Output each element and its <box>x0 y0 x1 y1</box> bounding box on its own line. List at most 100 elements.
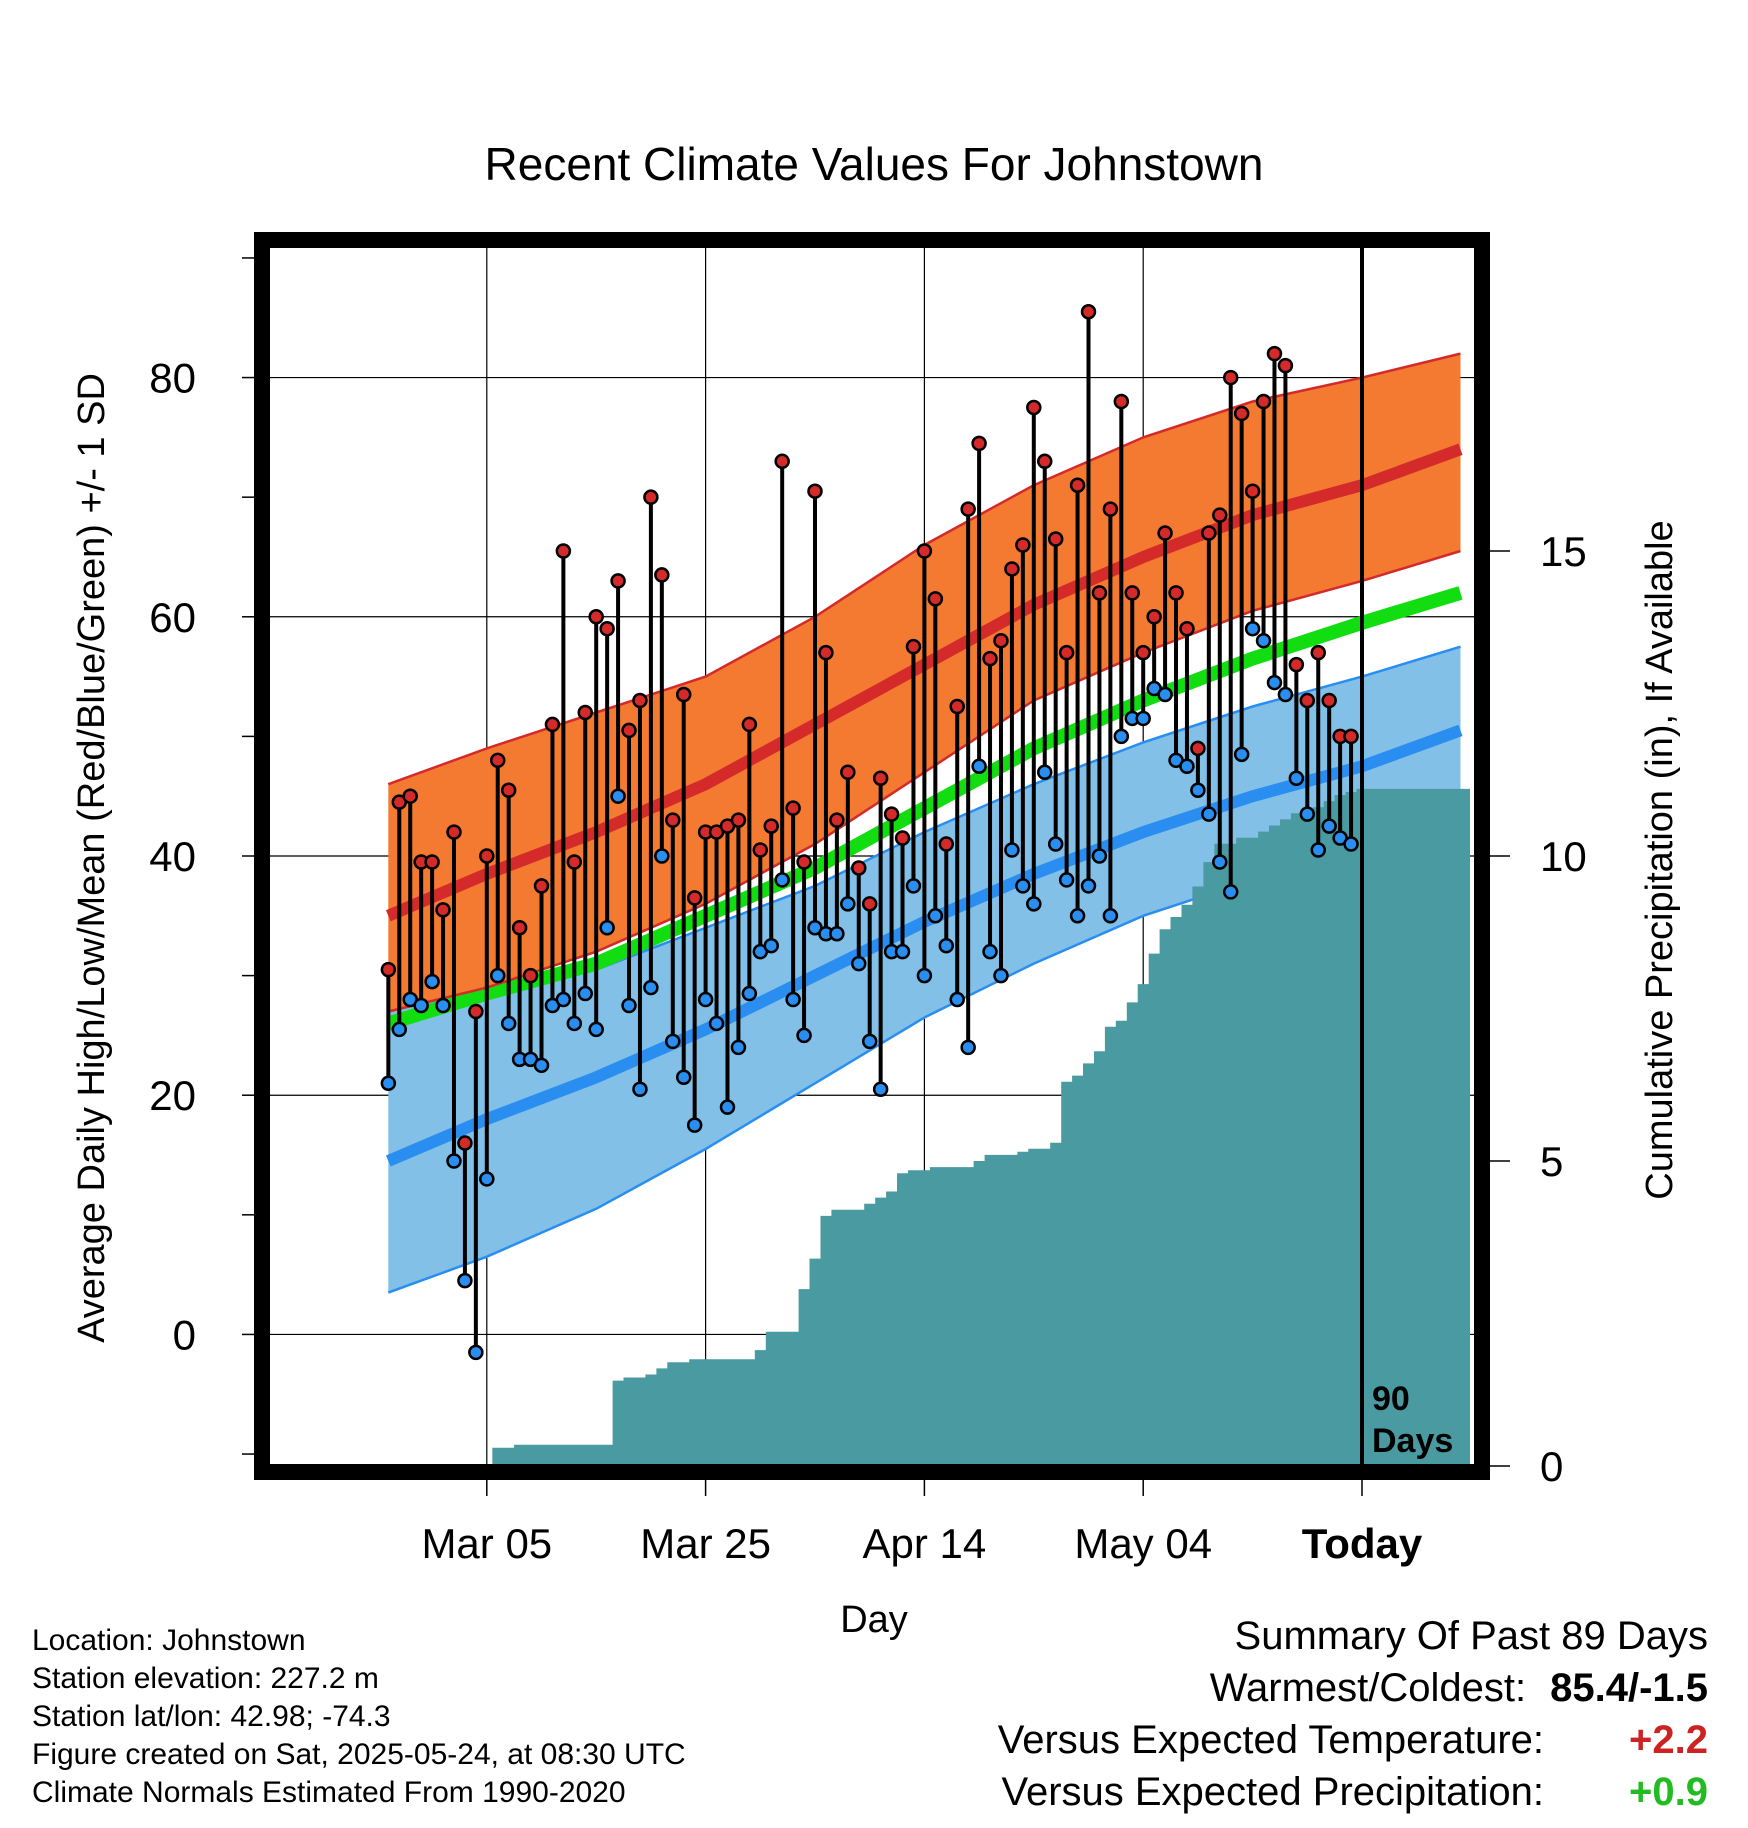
y2-axis-label: Cumulative Precipitation (in), If Availa… <box>1639 520 1681 1199</box>
high-point <box>807 483 823 499</box>
low-point <box>1310 842 1326 858</box>
high-point <box>621 722 637 739</box>
x-tick-label: May 04 <box>1074 1520 1212 1567</box>
low-point <box>665 1033 681 1050</box>
low-point <box>960 1039 976 1056</box>
low-point <box>1255 632 1272 649</box>
high-point <box>1179 620 1195 637</box>
high-point <box>1102 501 1119 517</box>
high-point <box>905 638 922 655</box>
high-point <box>1233 405 1250 422</box>
low-point <box>872 1081 889 1097</box>
high-point <box>1091 585 1108 601</box>
low-point <box>380 1075 397 1092</box>
high-point <box>1321 692 1337 709</box>
y-tick-label: 0 <box>173 1311 196 1358</box>
low-point <box>413 997 429 1014</box>
y2-tick-label: 5 <box>1540 1138 1563 1185</box>
x-tick-label: Mar 05 <box>421 1520 552 1567</box>
precip-value: +0.9 <box>1629 1770 1708 1814</box>
high-point <box>1135 644 1151 661</box>
low-point <box>708 1015 725 1032</box>
x-axis-ticks: Mar 05 Mar 25 Apr 14 May 04 Today <box>421 1478 1423 1567</box>
low-point <box>741 985 758 1002</box>
low-point <box>577 985 594 1002</box>
high-point <box>632 692 648 709</box>
daily-points <box>380 304 1359 1361</box>
daily-range-stems <box>386 311 1354 1353</box>
low-point <box>588 1021 604 1038</box>
high-point <box>774 453 790 470</box>
high-point <box>380 961 397 978</box>
low-point <box>1288 770 1305 787</box>
high-point <box>1080 304 1097 320</box>
low-point <box>1113 728 1130 745</box>
high-point <box>894 830 911 846</box>
low-point <box>1102 908 1119 924</box>
low-point <box>1036 764 1053 781</box>
high-point <box>785 800 801 816</box>
high-point <box>435 902 451 918</box>
high-point <box>533 878 550 894</box>
low-point <box>927 908 944 924</box>
high-point <box>1266 345 1283 362</box>
high-point <box>1244 483 1261 499</box>
high-point <box>665 812 681 828</box>
low-point <box>796 1027 812 1044</box>
low-point <box>468 1344 484 1361</box>
y-axis-ticks: 0 20 40 60 80 <box>149 257 254 1455</box>
high-point <box>1190 740 1206 757</box>
high-point <box>949 698 965 715</box>
low-point <box>686 1117 703 1133</box>
low-point <box>1004 842 1020 858</box>
summary-heading: Summary Of Past 89 Days <box>1234 1614 1708 1658</box>
low-point <box>993 967 1009 984</box>
info-elevation: Station elevation: 227.2 m <box>32 1662 379 1695</box>
high-point <box>1201 525 1217 541</box>
cumulative-precip-area <box>382 788 1470 1466</box>
high-point <box>511 920 528 936</box>
low-point <box>971 758 987 775</box>
high-point <box>654 567 670 583</box>
y-axis-label: Average Daily High/Low/Mean (Red/Blue/Gr… <box>71 373 113 1343</box>
high-point <box>752 842 769 858</box>
low-point <box>446 1153 462 1169</box>
low-point <box>599 920 615 936</box>
low-point <box>697 991 714 1008</box>
precip-area <box>382 788 1470 1466</box>
info-location: Location: Johnstown <box>32 1624 306 1657</box>
temp-label: Versus Expected Temperature: <box>997 1718 1544 1762</box>
low-point <box>1069 908 1086 924</box>
low-point <box>982 943 998 960</box>
low-point <box>1277 686 1294 703</box>
low-point <box>1015 878 1031 894</box>
low-point <box>1233 746 1250 763</box>
low-point <box>840 896 856 912</box>
low-point <box>489 967 506 984</box>
high-point <box>544 716 561 733</box>
low-point <box>763 937 779 954</box>
low-point <box>533 1057 550 1074</box>
summary-panel: Summary Of Past 89 Days Warmest/Coldest:… <box>998 1610 1708 1818</box>
low-point <box>500 1015 517 1032</box>
low-point <box>457 1272 473 1289</box>
low-point <box>785 991 801 1008</box>
high-point <box>1113 393 1130 410</box>
low-point <box>1047 836 1064 852</box>
low-point <box>1157 686 1173 703</box>
low-point <box>1201 806 1217 822</box>
low-point <box>1091 848 1108 864</box>
plot-frame <box>254 232 1490 1480</box>
today-label-days-count: 90 <box>1372 1380 1410 1418</box>
high-point <box>1036 453 1053 470</box>
high-point <box>763 818 779 834</box>
warm-cold-value: 85.4/-1.5 <box>1550 1666 1708 1710</box>
high-point <box>588 609 604 625</box>
high-point <box>1157 525 1173 541</box>
high-point <box>489 752 506 769</box>
high-point <box>730 812 747 828</box>
low-point <box>654 848 670 864</box>
high-point <box>643 489 659 505</box>
high-point <box>686 890 703 906</box>
low-point <box>916 967 933 984</box>
